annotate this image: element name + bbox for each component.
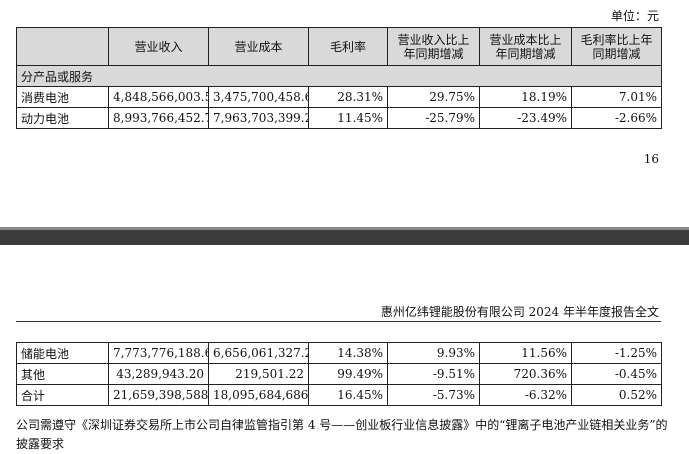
- document-header: 惠州亿纬锂能股份有限公司 2024 年半年度报告全文: [380, 305, 659, 319]
- table-row: 动力电池 8,993,766,452.77 7,963,703,399.27 1…: [16, 107, 662, 129]
- row-name: 其他: [16, 363, 109, 385]
- row-margin: 28.31%: [308, 86, 388, 108]
- unit-label: 单位：元: [610, 9, 659, 23]
- row-revenue-change: 29.75%: [387, 86, 480, 108]
- header-rule: [16, 321, 661, 322]
- table-row: 其他 43,289,943.20 219,501.22 99.49% -9.51…: [16, 363, 662, 385]
- row-margin: 14.38%: [308, 342, 388, 364]
- table-row: 储能电池 7,773,776,188.60 6,656,061,327.23 1…: [16, 342, 662, 364]
- row-margin-change: -0.45%: [571, 363, 662, 385]
- disclosure-note: 公司需遵守《深圳证券交易所上市公司自律监管指引第 4 号——创业板行业信息披露》…: [16, 418, 668, 451]
- row-cost-change: -23.49%: [479, 107, 572, 129]
- row-revenue: 7,773,776,188.60: [108, 342, 209, 364]
- row-cost-change: 18.19%: [479, 86, 572, 108]
- row-margin: 11.45%: [308, 107, 388, 129]
- row-cost-change: 11.56%: [479, 342, 572, 364]
- row-name: 消费电池: [16, 86, 109, 108]
- row-margin-change: -2.66%: [571, 107, 662, 129]
- row-margin-change: 0.52%: [571, 384, 662, 406]
- row-cost: 219,501.22: [208, 363, 309, 385]
- header-blank: [16, 27, 109, 66]
- row-margin-change: -1.25%: [571, 342, 662, 364]
- row-margin-change: 7.01%: [571, 86, 662, 108]
- table-row-total: 合计 21,659,398,588.08 18,095,684,686.37 1…: [16, 384, 662, 406]
- row-revenue: 4,848,566,003.51: [108, 86, 209, 108]
- row-revenue: 8,993,766,452.77: [108, 107, 209, 129]
- row-name: 动力电池: [16, 107, 109, 129]
- table-row: 消费电池 4,848,566,003.51 3,475,700,458.65 2…: [16, 86, 662, 108]
- header-revenue-change: 营业收入比上 年同期增减: [387, 27, 480, 66]
- segment-table-part2: 储能电池 7,773,776,188.60 6,656,061,327.23 1…: [16, 342, 662, 406]
- header-margin-change: 毛利率比上年 同期增减: [571, 27, 662, 66]
- segment-table-part1: 营业收入 营业成本 毛利率 营业收入比上 年同期增减 营业成本比上 年同期增减 毛利…: [16, 27, 662, 129]
- row-revenue-change: 9.93%: [387, 342, 480, 364]
- row-cost-change: -6.32%: [479, 384, 572, 406]
- row-margin: 99.49%: [308, 363, 388, 385]
- row-cost: 3,475,700,458.65: [208, 86, 309, 108]
- row-revenue: 21,659,398,588.08: [108, 384, 209, 406]
- row-margin: 16.45%: [308, 384, 388, 406]
- row-revenue-change: -9.51%: [387, 363, 480, 385]
- header-margin: 毛利率: [308, 27, 388, 66]
- row-revenue: 43,289,943.20: [108, 363, 209, 385]
- row-cost: 6,656,061,327.23: [208, 342, 309, 364]
- table-header-row: 营业收入 营业成本 毛利率 营业收入比上 年同期增减 营业成本比上 年同期增减 毛利…: [16, 27, 662, 66]
- row-revenue-change: -25.79%: [387, 107, 480, 129]
- page-break-divider: [0, 230, 689, 245]
- row-cost: 18,095,684,686.37: [208, 384, 309, 406]
- page-break-shadow: [0, 227, 689, 230]
- row-name: 合计: [16, 384, 109, 406]
- header-cost-change: 营业成本比上 年同期增减: [479, 27, 572, 66]
- header-revenue: 营业收入: [108, 27, 209, 66]
- row-cost-change: 720.36%: [479, 363, 572, 385]
- section-label: 分产品或服务: [16, 65, 662, 87]
- row-cost: 7,963,703,399.27: [208, 107, 309, 129]
- section-row: 分产品或服务: [16, 65, 662, 87]
- header-cost: 营业成本: [208, 27, 309, 66]
- row-name: 储能电池: [16, 342, 109, 364]
- row-revenue-change: -5.73%: [387, 384, 480, 406]
- page-number: 16: [643, 152, 659, 166]
